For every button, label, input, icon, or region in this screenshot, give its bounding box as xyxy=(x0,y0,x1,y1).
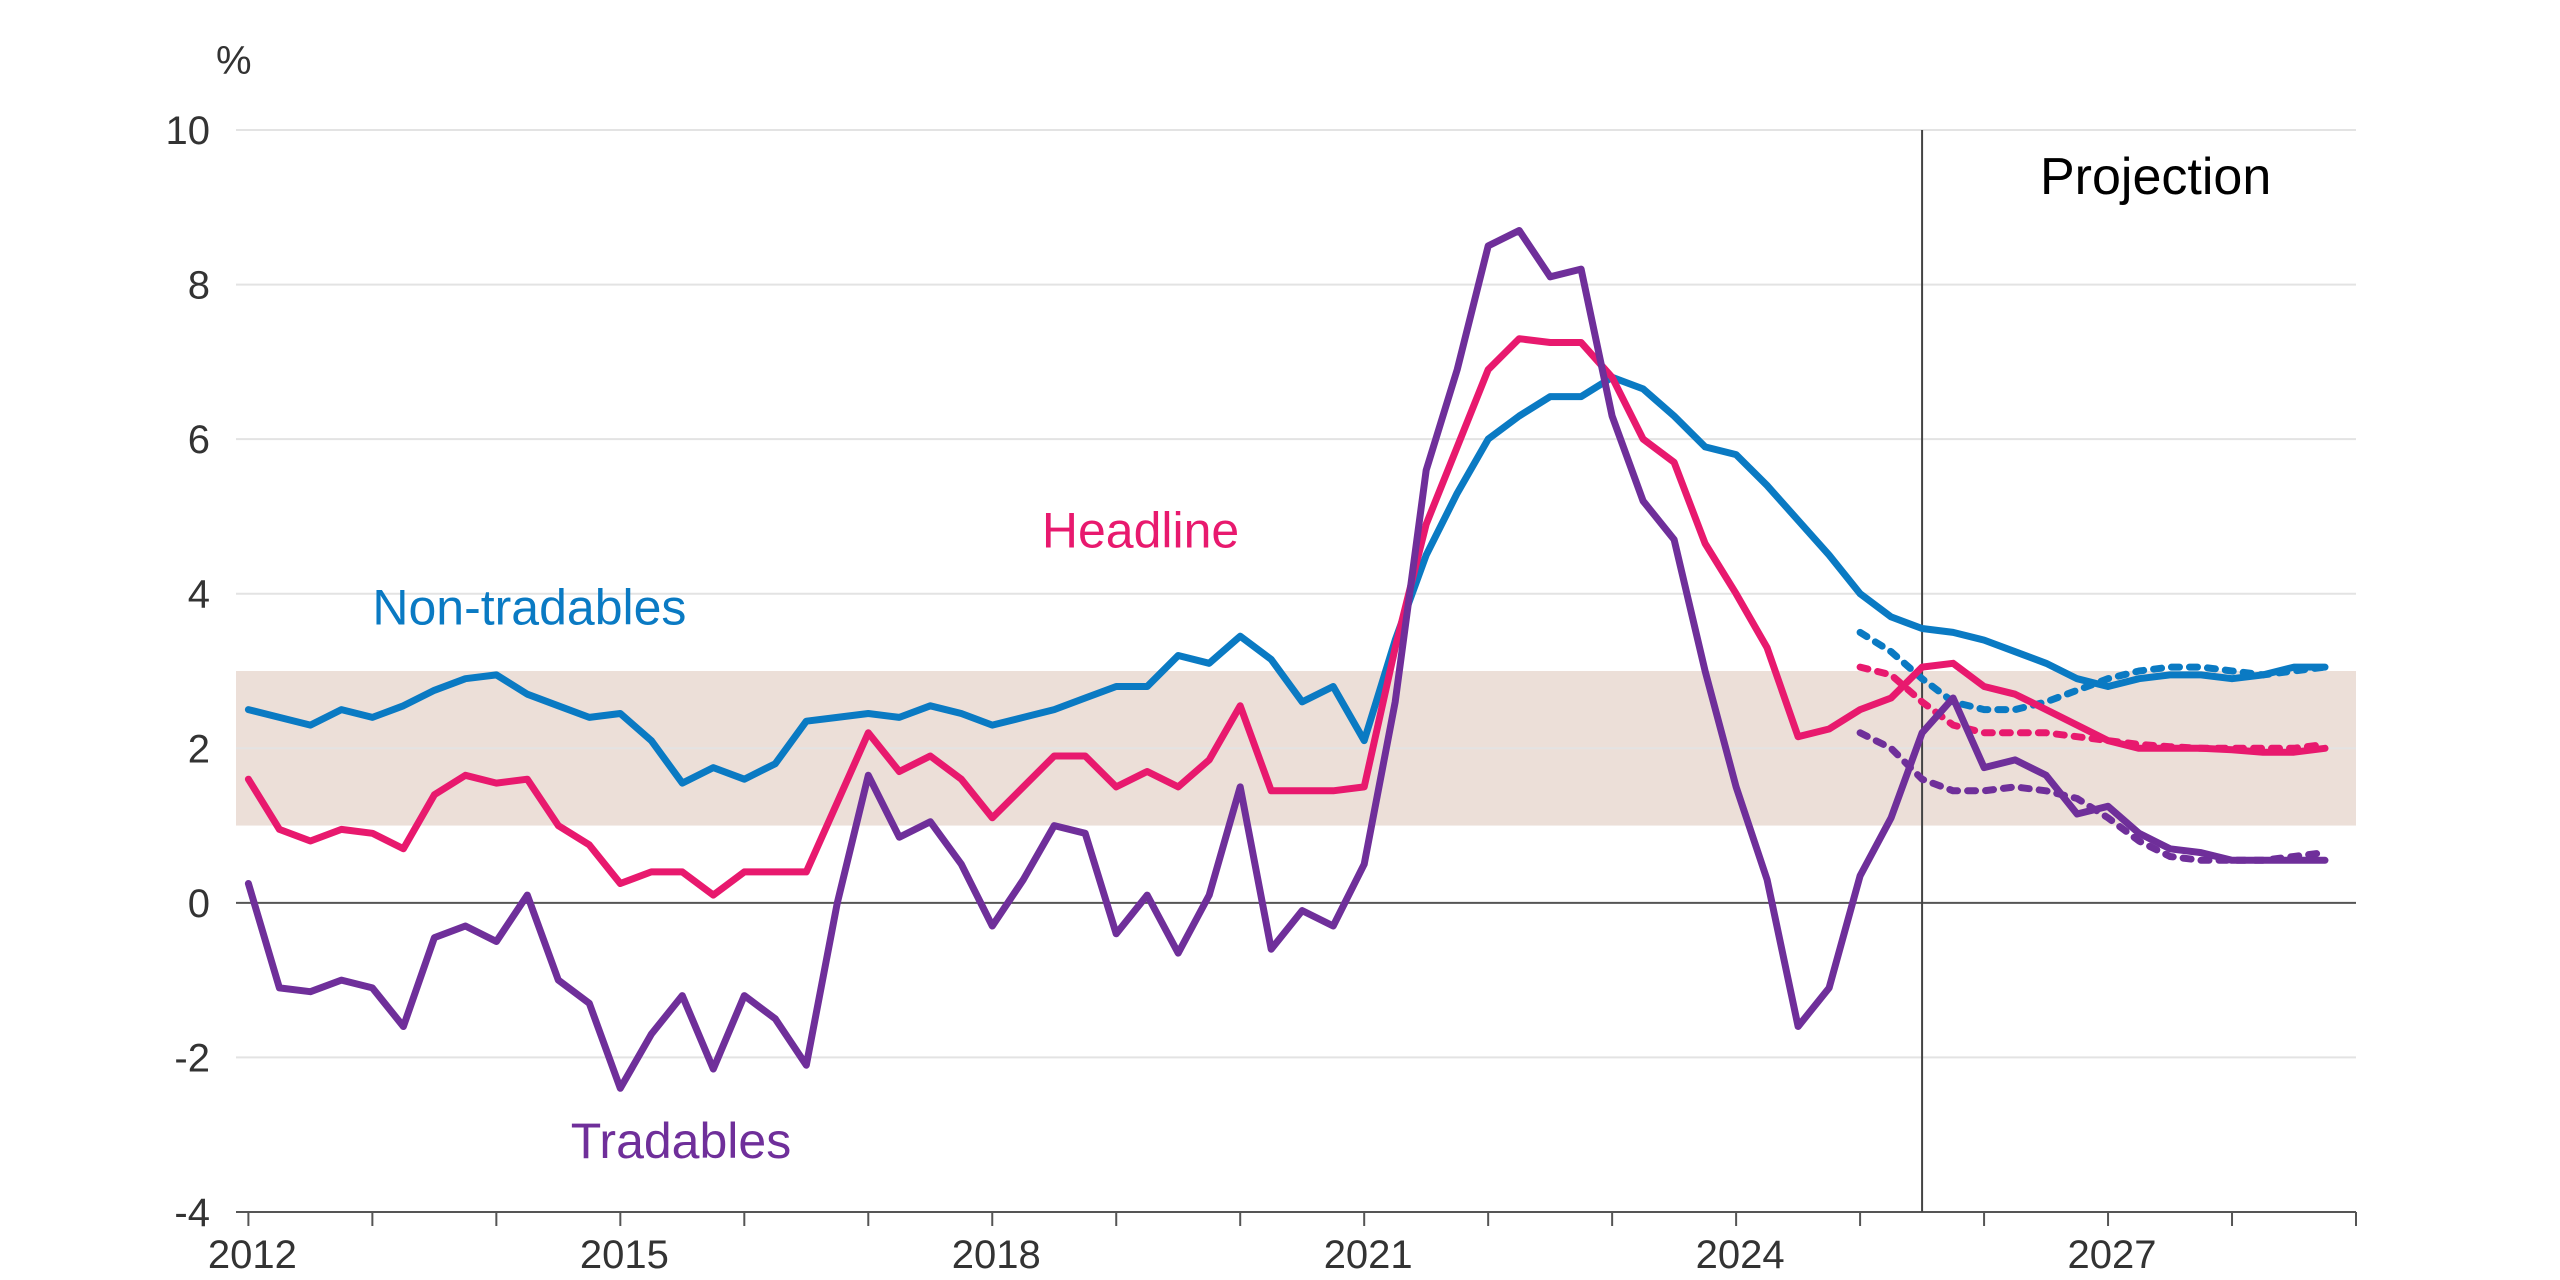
y-tick-label: 2 xyxy=(188,727,210,771)
y-axis-tick-labels: -4 -2 0 2 4 6 8 10 xyxy=(166,109,211,1235)
gridlines xyxy=(236,129,2356,1059)
x-tick-label: 2024 xyxy=(1696,1233,1785,1277)
x-axis-ticks xyxy=(247,1212,2357,1226)
projection-label: Projection xyxy=(2040,148,2271,206)
x-tick-label: 2018 xyxy=(952,1233,1041,1277)
non-tradables-series-label: Non-tradables xyxy=(372,580,686,636)
y-tick-label: 6 xyxy=(188,418,210,462)
tradables-series-label: Tradables xyxy=(571,1113,791,1169)
series-lines xyxy=(244,227,2329,1092)
y-axis-unit-label: % xyxy=(216,39,252,83)
x-tick-label: 2027 xyxy=(2068,1233,2157,1277)
x-axis-tick-labels: 2012 2015 2018 2021 2024 2027 xyxy=(208,1233,2157,1277)
x-tick-label: 2021 xyxy=(1324,1233,1413,1277)
x-tick-label: 2015 xyxy=(580,1233,669,1277)
y-tick-label: 0 xyxy=(188,882,210,926)
y-tick-label: 8 xyxy=(188,264,210,308)
x-tick-label: 2012 xyxy=(208,1233,297,1277)
non-tradables-line xyxy=(244,373,2329,787)
y-tick-label: 10 xyxy=(166,109,211,153)
y-tick-label: -2 xyxy=(174,1036,210,1080)
series-labels: Non-tradables Headline Tradables xyxy=(372,502,1239,1169)
y-tick-label: -4 xyxy=(174,1191,210,1235)
headline-line xyxy=(244,335,2329,899)
tradables-line xyxy=(244,227,2329,1092)
y-tick-label: 4 xyxy=(188,573,210,617)
headline-series-label: Headline xyxy=(1042,502,1239,558)
